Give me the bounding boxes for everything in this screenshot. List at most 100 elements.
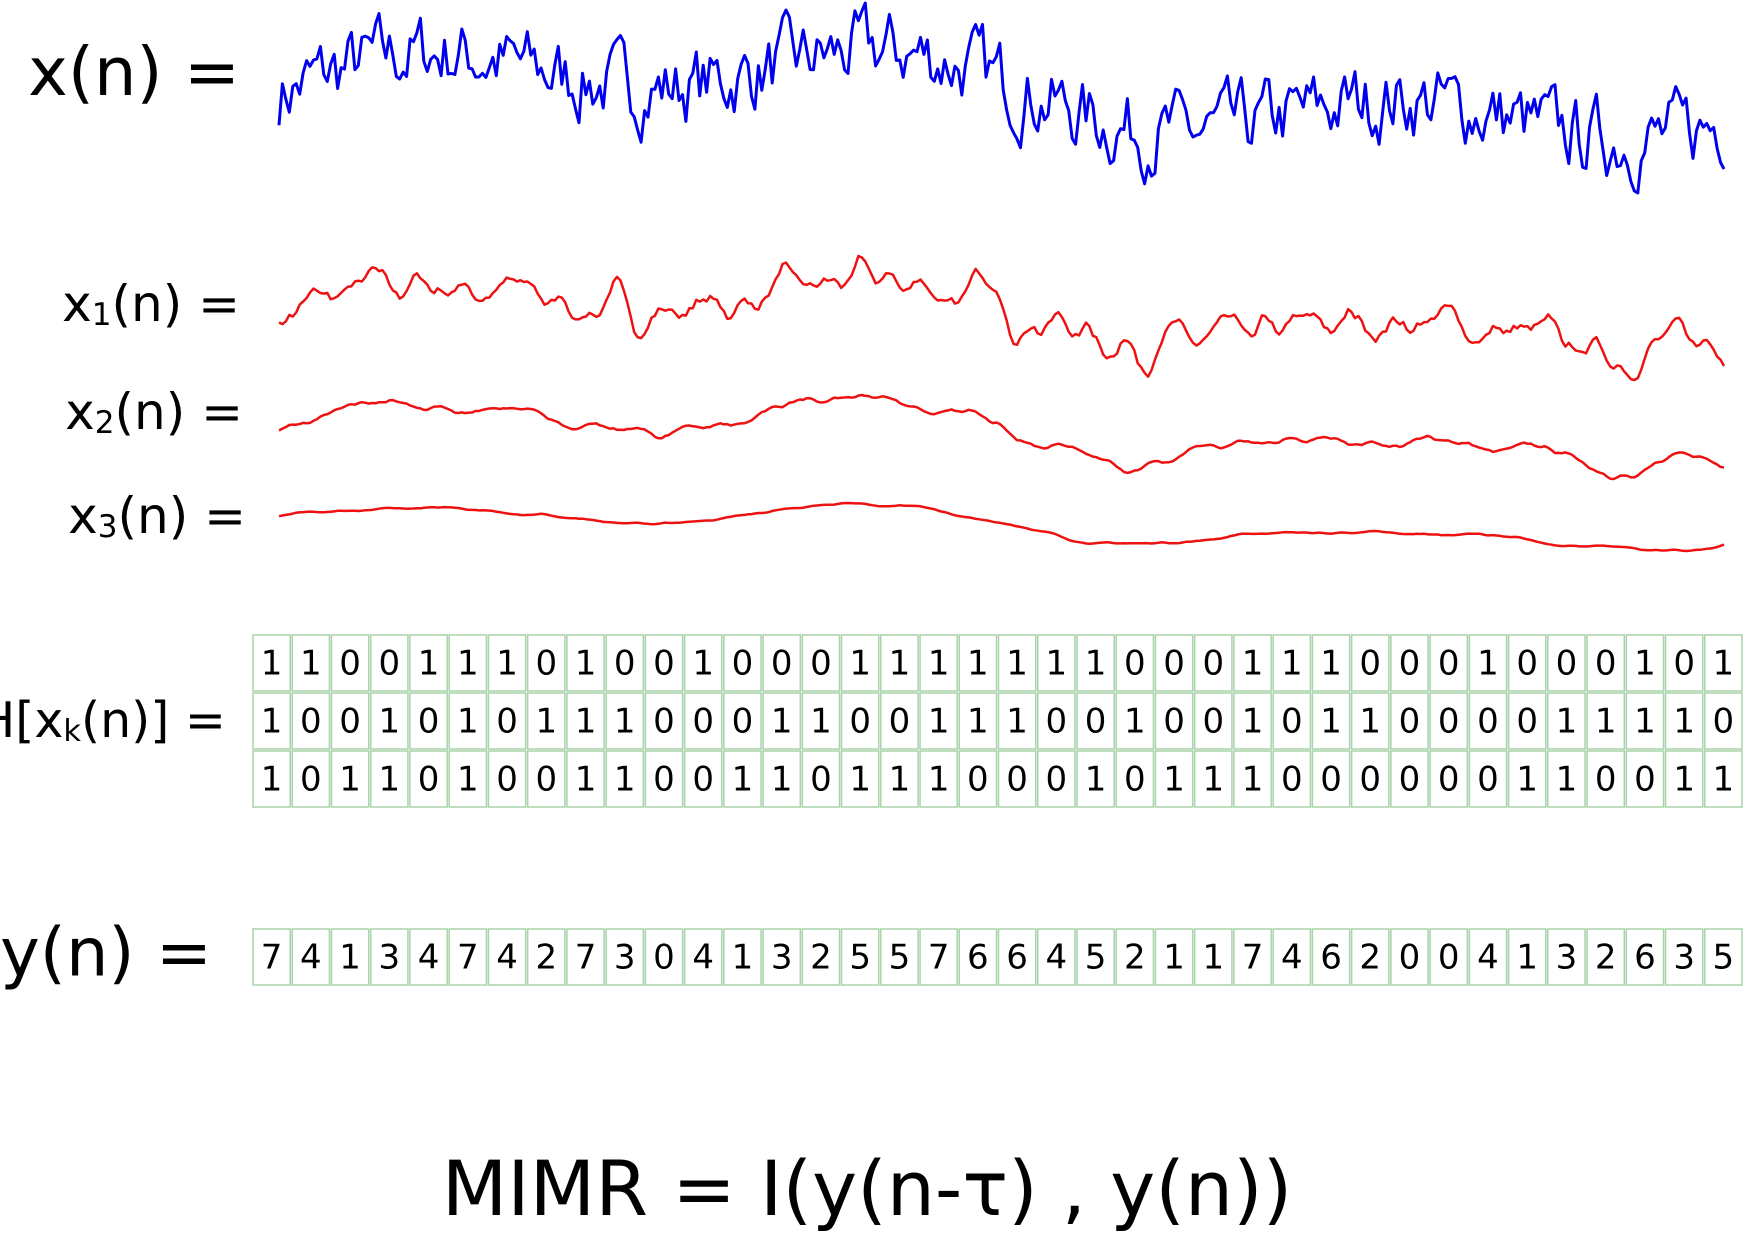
label-rest: (n) = — [118, 487, 247, 545]
cell-digit: 1 — [1556, 760, 1578, 800]
table-cell — [369, 634, 409, 692]
cell-digit: 1 — [1673, 702, 1695, 742]
cell-digit: 1 — [1163, 938, 1185, 978]
cell-digit: 1 — [1281, 644, 1303, 684]
cell-digit: 1 — [967, 644, 989, 684]
table-cell — [840, 692, 880, 750]
table-cell — [291, 750, 331, 808]
table-cell — [1193, 928, 1233, 986]
table-cell — [1311, 750, 1351, 808]
table-cell — [1547, 692, 1586, 750]
cell-digit: 1 — [575, 760, 597, 800]
cell-digit: 0 — [1477, 702, 1499, 742]
cell-digit: 1 — [771, 760, 793, 800]
cell-digit: 1 — [1006, 702, 1028, 742]
table-cell — [1547, 928, 1586, 986]
table-cell — [644, 692, 684, 750]
cell-digit: 0 — [1595, 760, 1617, 800]
cell-digit: 1 — [1242, 702, 1264, 742]
cell-digit: 0 — [1281, 760, 1303, 800]
table-cell — [291, 634, 331, 692]
table-cell — [840, 750, 880, 808]
cell-digit: 7 — [457, 938, 479, 978]
table-cell — [605, 634, 645, 692]
table-cell — [526, 928, 566, 986]
table-cell — [1390, 634, 1429, 692]
cell-digit: 1 — [928, 644, 950, 684]
table-cell — [1664, 634, 1704, 692]
label-base: H[x — [0, 692, 63, 749]
signal-label: x3(n) = — [68, 487, 246, 545]
cell-digit: 0 — [1399, 644, 1421, 684]
cell-digit: 0 — [653, 760, 675, 800]
cell-digit: 1 — [810, 702, 832, 742]
cell-digit: 1 — [1634, 702, 1656, 742]
label-base: x — [28, 33, 68, 111]
cell-digit: 6 — [1006, 938, 1028, 978]
table-cell — [487, 750, 527, 808]
table-cell — [1429, 634, 1469, 692]
table-cell — [566, 928, 605, 986]
table-cell — [1547, 634, 1586, 692]
cell-digit: 7 — [575, 938, 597, 978]
cell-digit: 0 — [653, 702, 675, 742]
label-sub: 1 — [92, 297, 112, 333]
table-cell — [369, 750, 409, 808]
cell-digit: 0 — [418, 760, 440, 800]
cell-digit: 0 — [1320, 760, 1342, 800]
table-cell — [487, 692, 527, 750]
table-cell — [330, 692, 370, 750]
cell-digit: 1 — [1242, 644, 1264, 684]
cell-digit: 0 — [967, 760, 989, 800]
cell-digit: 6 — [967, 938, 989, 978]
table-cell — [723, 750, 762, 808]
table-cell — [1586, 634, 1626, 692]
cell-digit: 1 — [1085, 644, 1107, 684]
cell-digit: 1 — [300, 644, 322, 684]
table-cell — [1664, 692, 1704, 750]
label-base: x — [62, 275, 92, 333]
cell-digit: 1 — [1556, 702, 1578, 742]
cell-digit: 0 — [1163, 644, 1185, 684]
table-cell — [1154, 928, 1194, 986]
table-cell — [880, 692, 919, 750]
cell-digit: 1 — [575, 644, 597, 684]
cell-digit: 1 — [849, 644, 871, 684]
waveform — [277, 1, 1726, 195]
cell-digit: 4 — [496, 938, 518, 978]
cell-digit: 5 — [889, 938, 911, 978]
table-cell — [330, 928, 370, 986]
table-cell — [1233, 634, 1272, 692]
cell-digit: 0 — [300, 702, 322, 742]
cell-digit: 1 — [771, 702, 793, 742]
cell-digit: 0 — [1046, 760, 1068, 800]
table-cell — [1233, 692, 1272, 750]
table-cell — [330, 750, 370, 808]
table-cell — [566, 750, 605, 808]
table-cell — [605, 928, 645, 986]
cell-digit: 1 — [1242, 760, 1264, 800]
table-cell — [1036, 634, 1076, 692]
cell-digit: 4 — [300, 938, 322, 978]
h-table-label: H[xk(n)] = — [0, 692, 226, 749]
cell-digit: 1 — [928, 760, 950, 800]
table-cell — [1115, 692, 1155, 750]
table-cell — [997, 692, 1037, 750]
table-cell — [448, 692, 488, 750]
cell-digit: 1 — [496, 644, 518, 684]
table-cell — [1625, 634, 1665, 692]
table-cell — [801, 750, 841, 808]
cell-digit: 1 — [732, 938, 754, 978]
table-cell — [1036, 692, 1076, 750]
table-cell — [1350, 692, 1390, 750]
label-sub: k — [63, 713, 81, 748]
table-cell — [252, 750, 291, 808]
table-cell — [840, 928, 880, 986]
cell-digit: 5 — [1085, 938, 1107, 978]
table-cell — [1507, 928, 1547, 986]
table-cell — [1193, 692, 1233, 750]
cell-digit: 0 — [535, 644, 557, 684]
cell-digit: 4 — [418, 938, 440, 978]
cell-digit: 1 — [1359, 702, 1381, 742]
